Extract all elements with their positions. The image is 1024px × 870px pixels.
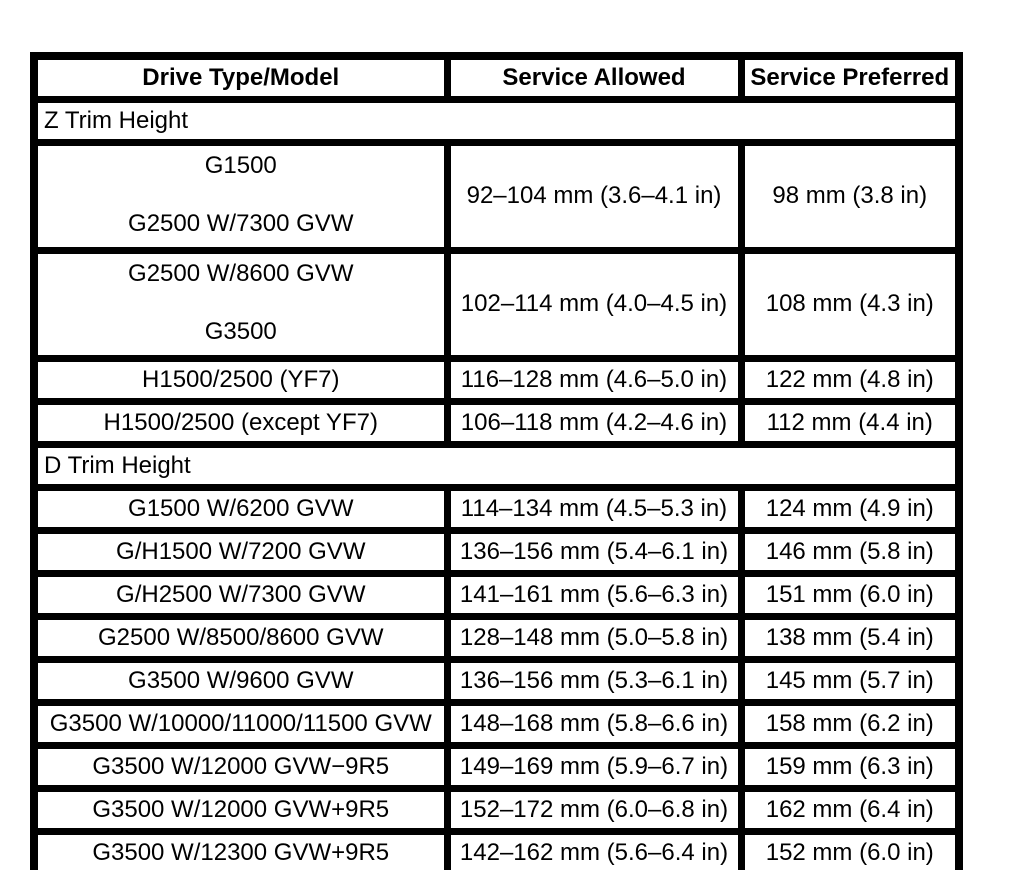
- model-cell: H1500/2500 (YF7): [30, 355, 451, 405]
- service-preferred-value: 98 mm (3.8 in): [737, 139, 963, 254]
- model-label: G/H1500 W/7200 GVW: [116, 537, 366, 565]
- service-preferred-value: 138 mm (5.4 in): [737, 613, 963, 663]
- col-header-service-preferred: Service Preferred: [737, 52, 963, 103]
- model-label: G3500 W/9600 GVW: [128, 666, 354, 694]
- model-label: G3500 W/10000/11000/11500 GVW: [49, 709, 432, 737]
- service-preferred-value: 159 mm (6.3 in): [737, 742, 963, 792]
- model-cell: G2500 W/8500/8600 GVW: [30, 613, 451, 663]
- service-preferred-value: 145 mm (5.7 in): [737, 656, 963, 706]
- model-label: G3500 W/12000 GVW+9R5: [92, 795, 390, 823]
- model-label: G1500: [204, 152, 277, 179]
- model-cell: G2500 W/8600 GVW G3500: [30, 247, 451, 362]
- col-header-drive-type-model: Drive Type/Model: [30, 52, 451, 103]
- model-label: G2500 W/8600 GVW: [128, 260, 354, 287]
- model-cell: G3500 W/12000 GVW−9R5: [30, 742, 451, 792]
- service-preferred-value: 151 mm (6.0 in): [737, 570, 963, 620]
- col-header-service-allowed: Service Allowed: [443, 52, 745, 103]
- model-lines: H1500/2500 (YF7): [41, 365, 440, 395]
- service-allowed-value: 149–169 mm (5.9–6.7 in): [443, 742, 745, 792]
- model-label: G3500: [204, 318, 277, 346]
- header-row: Drive Type/Model Service Allowed Service…: [30, 52, 963, 103]
- model-cell: G/H1500 W/7200 GVW: [30, 527, 451, 577]
- model-cell: G/H2500 W/7300 GVW: [30, 570, 451, 620]
- service-preferred-value: 158 mm (6.2 in): [737, 699, 963, 749]
- table-body: Z Trim Height G1500 G2500 W/7300 GVW 92–104…: [30, 96, 963, 870]
- table-row: H1500/2500 (YF7) 116–128 mm (4.6–5.0 in) 1…: [30, 355, 963, 405]
- model-cell: G1500 W/6200 GVW: [30, 484, 451, 534]
- model-label: H1500/2500 (YF7): [142, 365, 340, 393]
- table-row: G2500 W/8600 GVW G3500 102–114 mm (4.0–4.5…: [30, 247, 963, 362]
- model-lines: G3500 W/9600 GVW: [41, 666, 440, 696]
- model-lines: G3500 W/10000/11000/11500 GVW: [41, 709, 440, 739]
- model-label: G2500 W/7300 GVW: [128, 210, 354, 238]
- model-lines: H1500/2500 (except YF7): [41, 408, 440, 438]
- table-row: G3500 W/9600 GVW 136–156 mm (5.3–6.1 in) 1…: [30, 656, 963, 706]
- service-allowed-value: 136–156 mm (5.3–6.1 in): [443, 656, 745, 706]
- table-row: G/H2500 W/7300 GVW 141–161 mm (5.6–6.3 in…: [30, 570, 963, 620]
- model-label: G3500 W/12000 GVW−9R5: [92, 752, 390, 780]
- model-lines: G2500 W/8500/8600 GVW: [41, 623, 440, 653]
- service-allowed-value: 92–104 mm (3.6–4.1 in): [443, 139, 745, 254]
- model-lines: G3500 W/12000 GVW+9R5: [41, 795, 440, 825]
- section-title: Z Trim Height: [30, 96, 963, 146]
- trim-height-table: Drive Type/Model Service Allowed Service…: [30, 52, 963, 870]
- model-cell: H1500/2500 (except YF7): [30, 398, 451, 448]
- service-allowed-value: 116–128 mm (4.6–5.0 in): [443, 355, 745, 405]
- service-allowed-value: 142–162 mm (5.6–6.4 in): [443, 828, 745, 870]
- model-cell: G3500 W/9600 GVW: [30, 656, 451, 706]
- model-lines: G/H2500 W/7300 GVW: [41, 580, 440, 610]
- service-allowed-value: 136–156 mm (5.4–6.1 in): [443, 527, 745, 577]
- service-allowed-value: 102–114 mm (4.0–4.5 in): [443, 247, 745, 362]
- service-allowed-value: 128–148 mm (5.0–5.8 in): [443, 613, 745, 663]
- model-lines: G/H1500 W/7200 GVW: [41, 537, 440, 567]
- table-row: G3500 W/10000/11000/11500 GVW 148–168 mm …: [30, 699, 963, 749]
- service-allowed-value: 114–134 mm (4.5–5.3 in): [443, 484, 745, 534]
- table-row: G2500 W/8500/8600 GVW 128–148 mm (5.0–5.8…: [30, 613, 963, 663]
- model-lines: G1500 G2500 W/7300 GVW: [41, 150, 440, 243]
- model-label: G1500 W/6200 GVW: [128, 494, 354, 522]
- section-row: Z Trim Height: [30, 96, 963, 146]
- service-preferred-value: 146 mm (5.8 in): [737, 527, 963, 577]
- model-cell: G1500 G2500 W/7300 GVW: [30, 139, 451, 254]
- model-label: G/H2500 W/7300 GVW: [116, 580, 366, 608]
- service-allowed-value: 152–172 mm (6.0–6.8 in): [443, 785, 745, 835]
- service-allowed-value: 141–161 mm (5.6–6.3 in): [443, 570, 745, 620]
- model-lines: G3500 W/12300 GVW+9R5: [41, 838, 440, 868]
- model-cell: G3500 W/10000/11000/11500 GVW: [30, 699, 451, 749]
- table-row: G1500 W/6200 GVW 114–134 mm (4.5–5.3 in) 1…: [30, 484, 963, 534]
- model-lines: G1500 W/6200 GVW: [41, 494, 440, 524]
- service-preferred-value: 162 mm (6.4 in): [737, 785, 963, 835]
- table-row: G3500 W/12000 GVW−9R5 149–169 mm (5.9–6.7…: [30, 742, 963, 792]
- section-row: D Trim Height: [30, 441, 963, 491]
- table-row: G1500 G2500 W/7300 GVW 92–104 mm (3.6–4.1 …: [30, 139, 963, 254]
- section-title: D Trim Height: [30, 441, 963, 491]
- table-row: H1500/2500 (except YF7) 106–118 mm (4.2–4…: [30, 398, 963, 448]
- service-allowed-value: 148–168 mm (5.8–6.6 in): [443, 699, 745, 749]
- model-cell: G3500 W/12300 GVW+9R5: [30, 828, 451, 870]
- service-preferred-value: 122 mm (4.8 in): [737, 355, 963, 405]
- model-cell: G3500 W/12000 GVW+9R5: [30, 785, 451, 835]
- service-allowed-value: 106–118 mm (4.2–4.6 in): [443, 398, 745, 448]
- model-label: H1500/2500 (except YF7): [103, 408, 378, 436]
- service-preferred-value: 124 mm (4.9 in): [737, 484, 963, 534]
- model-label: G2500 W/8500/8600 GVW: [98, 623, 384, 651]
- service-preferred-value: 112 mm (4.4 in): [737, 398, 963, 448]
- table-row: G3500 W/12000 GVW+9R5 152–172 mm (6.0–6.8…: [30, 785, 963, 835]
- service-preferred-value: 152 mm (6.0 in): [737, 828, 963, 870]
- table-row: G3500 W/12300 GVW+9R5 142–162 mm (5.6–6.4…: [30, 828, 963, 870]
- service-preferred-value: 108 mm (4.3 in): [737, 247, 963, 362]
- model-label: G3500 W/12300 GVW+9R5: [92, 838, 390, 866]
- model-lines: G3500 W/12000 GVW−9R5: [41, 752, 440, 782]
- table-row: G/H1500 W/7200 GVW 136–156 mm (5.4–6.1 in…: [30, 527, 963, 577]
- model-lines: G2500 W/8600 GVW G3500: [41, 258, 440, 351]
